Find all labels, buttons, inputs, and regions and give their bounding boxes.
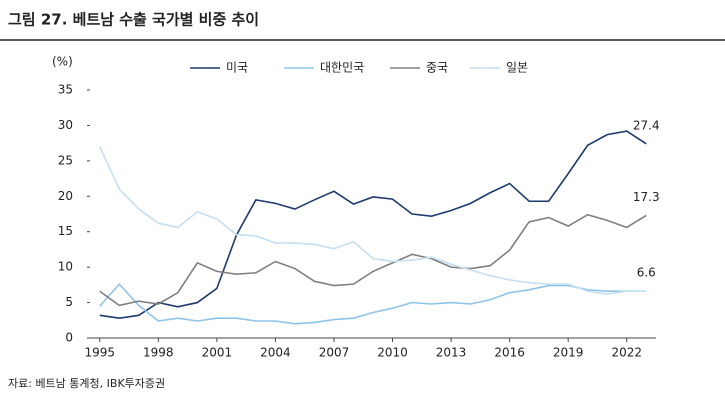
series-line <box>99 146 647 295</box>
data-label: 27.4 <box>633 118 660 132</box>
x-tick-label: 2007 <box>319 346 350 360</box>
y-tick-label: 20 <box>58 189 73 203</box>
x-tick-label: 2016 <box>494 346 525 360</box>
series-line <box>99 282 647 325</box>
series-line <box>99 130 647 319</box>
y-tick-label: 0 <box>65 331 73 345</box>
y-tick-label: 35 <box>58 83 73 97</box>
x-tick-label: 2013 <box>436 346 467 360</box>
legend-label: 중국 <box>426 61 448 75</box>
x-tick-label: 1995 <box>84 346 115 360</box>
x-tick-label: 2001 <box>202 346 233 360</box>
legend-label: 일본 <box>506 61 528 75</box>
y-tick-label: 5 <box>65 295 73 309</box>
source-note: 자료: 베트남 통계청, IBK투자증권 <box>8 377 165 390</box>
y-tick-label: 10 <box>58 260 73 274</box>
y-tick-label: 25 <box>58 153 73 167</box>
data-label: 17.3 <box>633 190 660 204</box>
x-tick-label: 2010 <box>377 346 408 360</box>
legend-label: 대한민국 <box>320 61 364 75</box>
x-tick-label: 2019 <box>553 346 584 360</box>
legend-label: 미국 <box>226 61 248 75</box>
chart-title: 그림 27. 베트남 수출 국가별 비중 추이 <box>8 11 259 29</box>
series-line <box>99 213 647 307</box>
y-axis-label: (%) <box>52 55 73 69</box>
x-tick-label: 2022 <box>611 346 642 360</box>
data-label: 6.6 <box>637 266 656 280</box>
y-tick-label: 15 <box>58 224 73 238</box>
x-tick-label: 1998 <box>143 346 174 360</box>
x-tick-label: 2004 <box>260 346 291 360</box>
y-tick-label: 30 <box>58 118 73 132</box>
